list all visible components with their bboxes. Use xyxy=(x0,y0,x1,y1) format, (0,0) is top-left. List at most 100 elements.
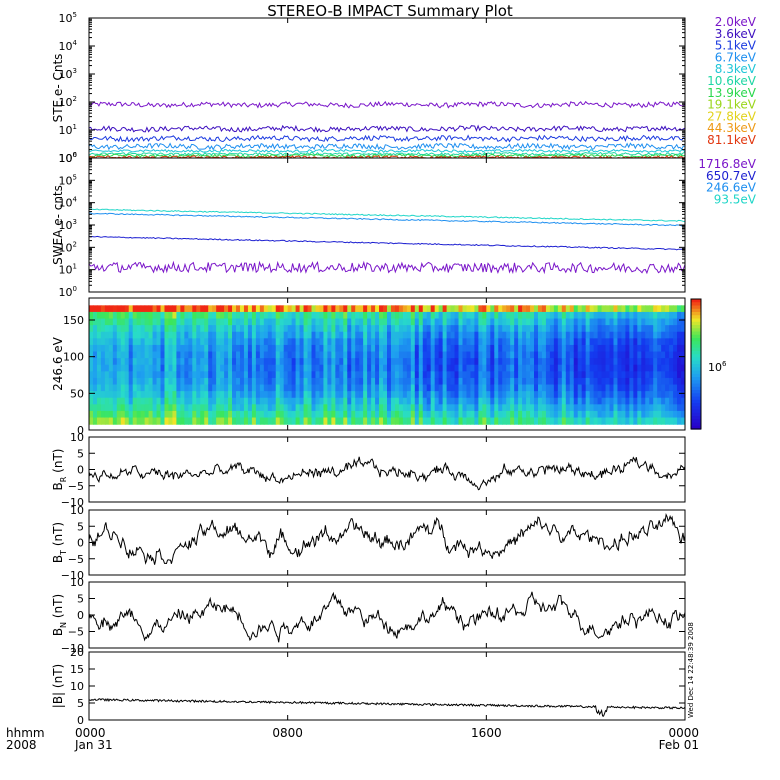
bmag-trace xyxy=(89,697,685,717)
pad-cell xyxy=(569,384,575,392)
pad-cell xyxy=(180,318,185,326)
pad-cell xyxy=(522,384,527,392)
pad-cell xyxy=(208,358,213,366)
pad-cell xyxy=(263,384,269,392)
pad-cell xyxy=(494,377,499,386)
pad-cell xyxy=(239,417,245,425)
pad-cell xyxy=(430,351,436,359)
ytick-label: 101 xyxy=(59,263,77,277)
pad-cell xyxy=(327,338,332,346)
pad-cell xyxy=(307,338,313,346)
pad-cell xyxy=(299,404,305,412)
pad-cell xyxy=(367,325,372,333)
pad-cell xyxy=(593,397,599,405)
pad-cell xyxy=(375,318,380,326)
bn-plot-area xyxy=(89,591,685,643)
ytick-label: 20 xyxy=(70,646,84,659)
pad-cell xyxy=(375,397,380,405)
pad-cell xyxy=(160,358,166,366)
pad-cell xyxy=(530,331,535,339)
pad-cell xyxy=(315,410,321,419)
colorbar-segment xyxy=(691,409,701,414)
pad-cell xyxy=(339,325,344,333)
pad-cell xyxy=(327,377,332,386)
ytick-label: 105 xyxy=(59,11,77,25)
pad-cell xyxy=(239,318,245,326)
pad-cell xyxy=(212,371,217,379)
pad-cell xyxy=(569,331,575,339)
pad-cell xyxy=(621,377,626,386)
pad-cell xyxy=(200,371,205,379)
pad-cell xyxy=(398,377,404,386)
pad-cell xyxy=(267,417,273,425)
pad-cell xyxy=(259,305,265,313)
pad-cell xyxy=(156,358,162,366)
pad-cell xyxy=(359,344,364,353)
pad-cell xyxy=(251,384,257,392)
pad-cell xyxy=(331,344,336,353)
pad-cell xyxy=(144,344,150,353)
pad-cell xyxy=(514,371,519,379)
pad-cell xyxy=(168,311,174,320)
pad-cell xyxy=(120,417,126,425)
pad-cell xyxy=(120,384,126,392)
pad-cell xyxy=(454,377,460,386)
pad-cell xyxy=(168,384,174,392)
pad-cell xyxy=(124,410,130,419)
pad-cell xyxy=(172,318,178,326)
pad-cell xyxy=(478,331,483,339)
pad-cell xyxy=(168,344,174,353)
pad-cell xyxy=(267,344,273,353)
pad-cell xyxy=(514,410,519,419)
pad-cell xyxy=(585,364,591,372)
pad-cell xyxy=(188,377,193,386)
pad-cell xyxy=(605,338,611,346)
pad-cell xyxy=(549,391,555,399)
pad-cell xyxy=(462,417,468,425)
pad-cell xyxy=(331,358,336,366)
pad-cell xyxy=(681,391,685,399)
pad-cell xyxy=(390,364,396,372)
pad-cell xyxy=(383,325,388,333)
pad-cell xyxy=(450,410,456,419)
pad-cell xyxy=(609,404,615,412)
pad-cell xyxy=(387,305,392,313)
pad-cell xyxy=(669,338,674,346)
pad-cell xyxy=(597,397,603,405)
ste-ylabel: STE e- Cnts xyxy=(51,54,65,123)
ytick-label: 5 xyxy=(77,447,84,460)
pad-cell xyxy=(251,410,257,419)
pad-cell xyxy=(204,397,209,405)
pad-cell xyxy=(347,397,352,405)
pad-cell xyxy=(224,371,229,379)
pad-cell xyxy=(621,397,626,405)
pad-cell xyxy=(224,404,229,412)
colorbar-segment xyxy=(691,351,701,355)
pad-cell xyxy=(506,351,511,359)
pad-cell xyxy=(470,344,476,353)
pad-cell xyxy=(661,351,666,359)
pad-cell xyxy=(184,325,189,333)
pad-cell xyxy=(375,404,380,412)
pad-cell xyxy=(263,371,269,379)
pad-cell xyxy=(506,338,511,346)
pad-cell xyxy=(426,410,432,419)
pad-cell xyxy=(446,311,452,320)
pad-cell xyxy=(470,325,476,333)
pad-cell xyxy=(89,344,94,353)
pad-cell xyxy=(89,338,94,346)
pad-cell xyxy=(108,371,114,379)
pad-cell xyxy=(597,351,603,359)
pad-cell xyxy=(537,338,543,346)
pad-cell xyxy=(327,331,332,339)
pad-cell xyxy=(247,358,253,366)
pad-cell xyxy=(621,331,626,339)
pad-cell xyxy=(498,397,503,405)
pad-cell xyxy=(224,397,229,405)
pad-cell xyxy=(553,344,559,353)
pad-cell xyxy=(224,305,229,313)
pad-cell xyxy=(514,391,519,399)
pad-cell xyxy=(526,384,531,392)
pad-cell xyxy=(498,351,503,359)
